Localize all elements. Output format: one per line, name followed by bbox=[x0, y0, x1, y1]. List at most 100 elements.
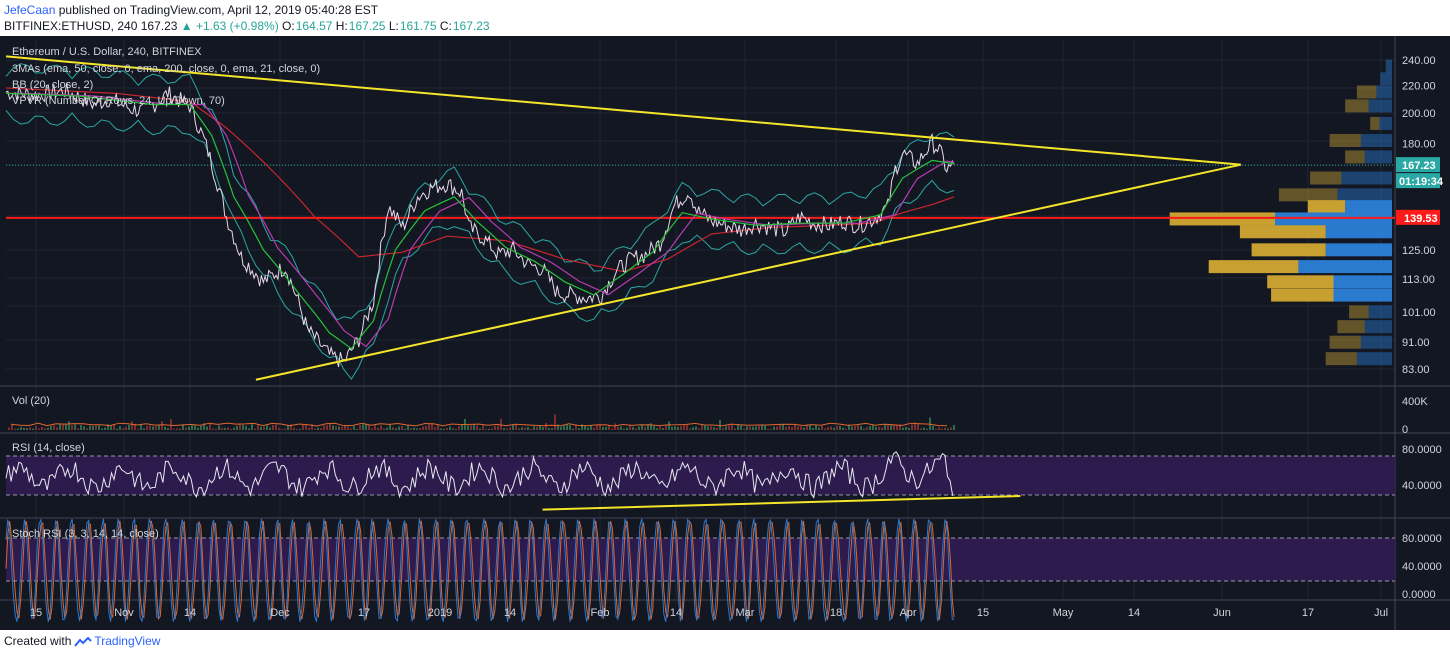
volume-bar bbox=[953, 424, 955, 430]
legend-rsi[interactable]: RSI (14, close) bbox=[12, 442, 85, 454]
volume-bar bbox=[632, 426, 634, 430]
price-axis[interactable]: 240.00 220.00 200.00 180.00 125.00 113.00 101.… bbox=[1402, 55, 1436, 376]
vpvr-up-bar bbox=[1345, 99, 1369, 113]
rsi-axis-80: 80.0000 bbox=[1402, 444, 1442, 456]
vpvr-down-bar bbox=[1360, 134, 1392, 148]
volume-bar bbox=[56, 427, 58, 430]
volume-bar bbox=[818, 427, 820, 430]
volume-bar bbox=[104, 427, 106, 430]
bollinger-upper bbox=[5, 63, 955, 321]
volume-bar bbox=[383, 428, 385, 430]
volume-bar bbox=[107, 424, 109, 430]
volume-bar bbox=[797, 426, 799, 430]
volume-bar bbox=[722, 428, 724, 430]
high-value: 167.25 bbox=[348, 19, 386, 33]
vpvr-down-bar bbox=[1341, 171, 1392, 185]
volume-bar bbox=[830, 426, 832, 430]
volume-bar bbox=[515, 424, 517, 430]
volume-bar bbox=[41, 426, 43, 430]
volume-bar bbox=[320, 428, 322, 430]
volume-bar bbox=[926, 428, 928, 430]
volume-bar bbox=[614, 423, 616, 430]
vpvr-down-bar bbox=[1356, 352, 1392, 366]
legend-vpvr[interactable]: VPVR (Number Of Rows, 24, Up/Down, 70) bbox=[12, 95, 225, 107]
volume-bar bbox=[848, 424, 850, 430]
volume-bar bbox=[869, 426, 871, 430]
publish-info: JefeCaan published on TradingView.com, A… bbox=[4, 2, 378, 18]
volume-bar bbox=[527, 427, 529, 430]
volume-bar bbox=[617, 426, 619, 430]
volume-bar bbox=[347, 426, 349, 430]
volume-bar bbox=[542, 427, 544, 430]
vpvr-down-bar bbox=[1333, 275, 1392, 289]
vol-axis-0: 0 bbox=[1402, 424, 1408, 436]
volume-bar bbox=[239, 424, 241, 430]
volume-bar bbox=[761, 424, 763, 430]
time-tick-15: Jun bbox=[1213, 607, 1231, 619]
volume-bar bbox=[494, 425, 496, 430]
volume-bar bbox=[482, 425, 484, 430]
legend-stoch[interactable]: Stoch RSI (3, 3, 14, 14, close) bbox=[12, 528, 159, 540]
volume-bar bbox=[566, 424, 568, 430]
tradingview-link[interactable]: TradingView bbox=[94, 634, 161, 648]
time-tick-7: Feb bbox=[591, 607, 610, 619]
volume-bar bbox=[788, 425, 790, 430]
volume-bar bbox=[32, 428, 34, 430]
volume-bar bbox=[704, 425, 706, 430]
volume-bar bbox=[434, 427, 436, 430]
stoch-axis-0: 0.0000 bbox=[1402, 589, 1436, 601]
legend-bb[interactable]: BB (20, close, 2) bbox=[12, 79, 93, 91]
price-change: ▲ +1.63 (+0.98%) bbox=[180, 19, 279, 33]
stoch-axis-80: 80.0000 bbox=[1402, 533, 1442, 545]
volume-bar bbox=[866, 427, 868, 430]
volume-bar bbox=[914, 422, 916, 430]
close-value: 167.23 bbox=[452, 19, 490, 33]
lower-trendline[interactable] bbox=[255, 163, 1242, 381]
symbol-info: BITFINEX:ETHUSD, 240 167.23 ▲ +1.63 (+0.… bbox=[4, 18, 490, 34]
volume-bar bbox=[146, 425, 148, 430]
chart-area[interactable]: Ethereum / U.S. Dollar, 240, BITFINEX 3M… bbox=[0, 36, 1450, 630]
volume-bar bbox=[26, 428, 28, 430]
volume-bar bbox=[176, 428, 178, 430]
volume-bar bbox=[725, 426, 727, 430]
vpvr-up-bar bbox=[1169, 212, 1275, 226]
upper-trendline[interactable] bbox=[5, 55, 1241, 166]
vpvr-up-bar bbox=[1239, 225, 1326, 239]
time-tick-6: 14 bbox=[504, 607, 516, 619]
level-badge bbox=[1396, 209, 1440, 225]
volume-bar bbox=[596, 425, 598, 430]
time-axis[interactable]: 15 Nov 14 Dec 17 2019 14 Feb 14 Mar 18 Apr 15 May 14 Ju… bbox=[30, 607, 1388, 619]
volume-bar bbox=[737, 424, 739, 430]
volume-bar bbox=[941, 428, 943, 430]
volume-bar bbox=[506, 428, 508, 430]
volume-bar bbox=[839, 425, 841, 430]
stoch-k-line bbox=[5, 517, 955, 623]
volume-bar bbox=[560, 426, 562, 430]
volume-bar bbox=[431, 423, 433, 430]
author-link[interactable]: JefeCaan bbox=[4, 3, 56, 17]
volume-bar bbox=[842, 427, 844, 430]
time-tick-5: 2019 bbox=[428, 607, 452, 619]
volume-bar bbox=[893, 424, 895, 430]
volume-bar bbox=[497, 425, 499, 430]
volume-bar bbox=[368, 424, 370, 430]
rsi-support-trendline[interactable] bbox=[542, 494, 1021, 511]
volume-bar bbox=[23, 427, 25, 430]
legend-ma[interactable]: 3MAs (ema, 50, close, 0, ema, 200, close… bbox=[12, 63, 320, 75]
volume-bar bbox=[692, 427, 694, 430]
volume-bar bbox=[140, 424, 142, 430]
volume-bar bbox=[86, 428, 88, 430]
volume-bar bbox=[164, 426, 166, 430]
volume-bar bbox=[179, 428, 181, 430]
volume-bar bbox=[101, 428, 103, 430]
volume-bar bbox=[746, 426, 748, 430]
volume-bar bbox=[716, 427, 718, 430]
legend-vol[interactable]: Vol (20) bbox=[12, 395, 50, 407]
vpvr-up-bar bbox=[1271, 288, 1334, 302]
volume-bar bbox=[344, 424, 346, 430]
time-tick-9: Mar bbox=[736, 607, 755, 619]
volume-bar bbox=[809, 425, 811, 430]
volume-bar bbox=[611, 428, 613, 430]
volume-bar bbox=[71, 425, 73, 430]
volume-bar bbox=[800, 426, 802, 430]
